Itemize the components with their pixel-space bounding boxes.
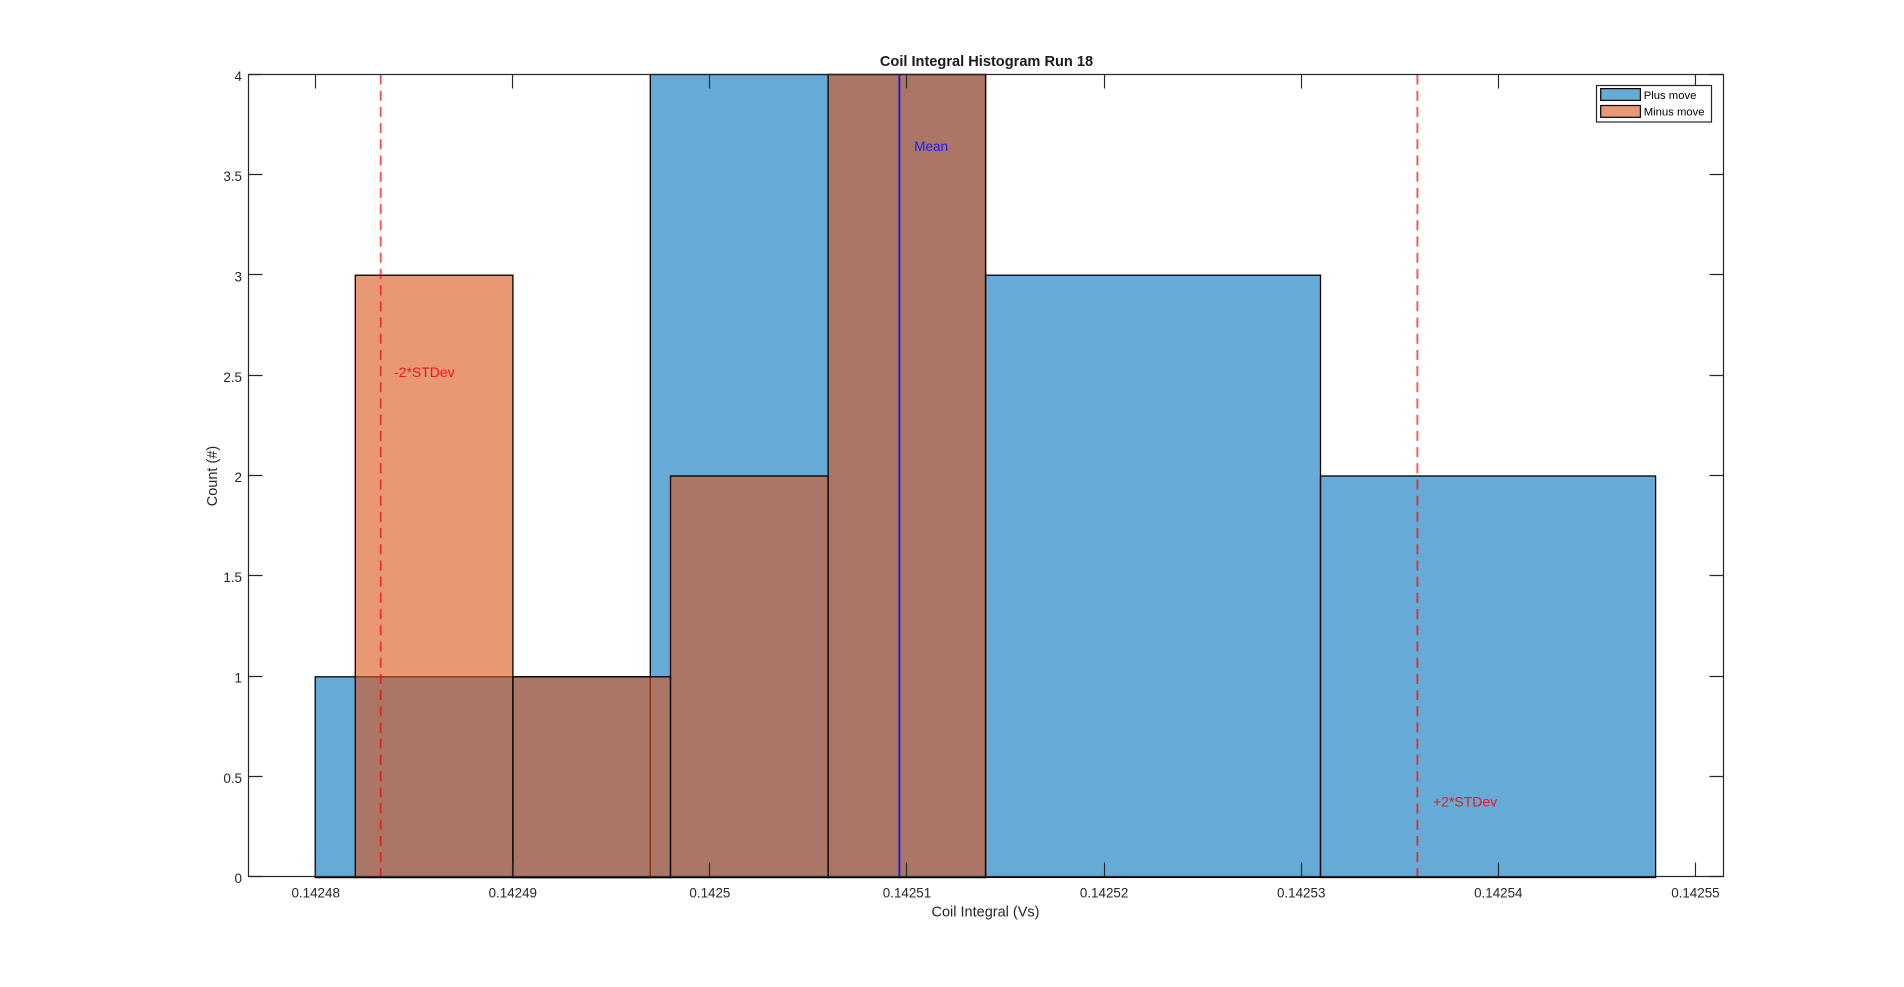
svg-text:-2*STDev: -2*STDev	[394, 364, 455, 380]
svg-text:2: 2	[235, 470, 242, 485]
svg-text:3.5: 3.5	[223, 169, 242, 184]
svg-text:0.14249: 0.14249	[489, 886, 537, 901]
svg-text:0.14254: 0.14254	[1474, 886, 1523, 901]
svg-text:1: 1	[235, 671, 242, 686]
svg-text:0.5: 0.5	[223, 771, 242, 786]
svg-text:Plus move: Plus move	[1644, 90, 1697, 102]
svg-text:Minus move: Minus move	[1644, 107, 1705, 119]
svg-text:Count (#): Count (#)	[205, 446, 221, 506]
svg-text:2.5: 2.5	[223, 370, 242, 385]
svg-text:Mean: Mean	[914, 139, 948, 154]
svg-text:0.1425: 0.1425	[689, 886, 730, 901]
svg-text:+2*STDev: +2*STDev	[1433, 794, 1497, 810]
svg-text:0.14255: 0.14255	[1671, 886, 1719, 901]
svg-text:0.14252: 0.14252	[1080, 886, 1128, 901]
svg-text:3: 3	[235, 270, 242, 285]
svg-text:0.14248: 0.14248	[291, 886, 339, 901]
svg-text:Coil Integral (Vs): Coil Integral (Vs)	[932, 905, 1040, 921]
svg-text:0.14253: 0.14253	[1277, 886, 1325, 901]
svg-text:0.14251: 0.14251	[883, 886, 931, 901]
svg-text:4: 4	[235, 69, 243, 84]
svg-text:1.5: 1.5	[223, 570, 242, 585]
svg-text:0: 0	[235, 871, 242, 886]
svg-text:Coil Integral Histogram Run 18: Coil Integral Histogram Run 18	[880, 54, 1093, 70]
